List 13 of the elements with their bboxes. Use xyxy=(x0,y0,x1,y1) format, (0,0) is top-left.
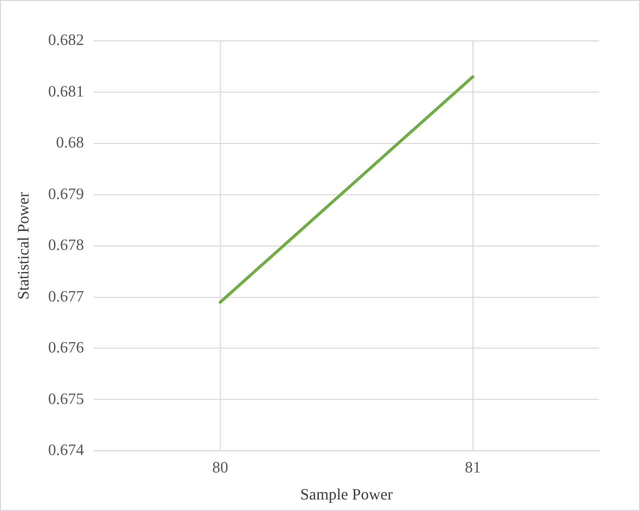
y-tick-label: 0.677 xyxy=(48,288,84,306)
x-tick-label: 81 xyxy=(464,460,481,477)
y-tick-label: 0.675 xyxy=(48,390,84,408)
y-tick-label: 0.68 xyxy=(56,134,84,152)
x-tick-label: 80 xyxy=(212,460,228,477)
y-tick-label: 0.674 xyxy=(48,442,84,460)
y-tick-label: 0.678 xyxy=(48,237,84,254)
y-tick-label: 0.676 xyxy=(48,340,84,357)
y-tick-label: 0.681 xyxy=(48,83,84,100)
y-tick-label: 0.682 xyxy=(48,32,84,50)
x-axis-title: Sample Power xyxy=(300,486,394,504)
y-axis-title: Statistical Power xyxy=(16,191,33,300)
y-tick-label: 0.679 xyxy=(48,186,84,203)
